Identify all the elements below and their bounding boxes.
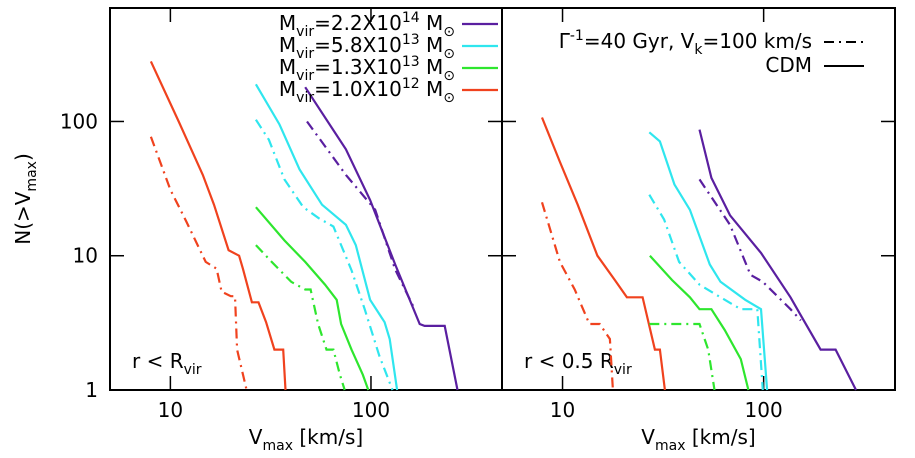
y-axis-label: N(>Vmax) — [11, 153, 40, 245]
legend-label: Mvir=1.3X1013 M⊙ — [279, 54, 455, 84]
series-line — [698, 129, 857, 391]
x-axis-label: Vmax [km/s] — [641, 425, 755, 454]
series-line — [649, 254, 750, 391]
annotation: r < Rvir — [132, 349, 202, 378]
series-line — [254, 119, 394, 391]
x-tick-label: 10 — [550, 398, 575, 422]
series-line — [540, 201, 614, 391]
series-line — [255, 206, 370, 391]
series-line — [540, 117, 666, 391]
x-axis-label: Vmax [km/s] — [249, 425, 363, 454]
legend-label: CDM — [765, 53, 812, 77]
series-line — [649, 322, 716, 391]
series-line — [306, 120, 416, 310]
series-line — [149, 136, 248, 391]
series-line — [304, 86, 459, 391]
plot-frame — [501, 7, 896, 391]
x-tick-label: 100 — [745, 398, 783, 422]
x-tick-label: 100 — [352, 398, 390, 422]
series-line — [149, 60, 287, 391]
legend-label: Mvir=1.0X1012 M⊙ — [279, 76, 455, 106]
annotation: r < 0.5 Rvir — [524, 349, 632, 378]
series-line — [648, 131, 769, 391]
y-tick-label: 1 — [85, 378, 98, 402]
series-line — [254, 83, 399, 391]
y-tick-label: 100 — [60, 109, 98, 133]
series-line — [698, 178, 802, 322]
series-line — [648, 194, 764, 391]
y-tick-label: 10 — [73, 244, 98, 268]
legend-label: Mvir=5.8X1013 M⊙ — [279, 32, 455, 62]
legend-label: Mvir=2.2X1014 M⊙ — [279, 10, 455, 40]
x-tick-label: 10 — [158, 398, 183, 422]
legend-label: Γ-1=40 Gyr, Vk=100 km/s — [559, 28, 812, 58]
series-line — [255, 244, 346, 391]
